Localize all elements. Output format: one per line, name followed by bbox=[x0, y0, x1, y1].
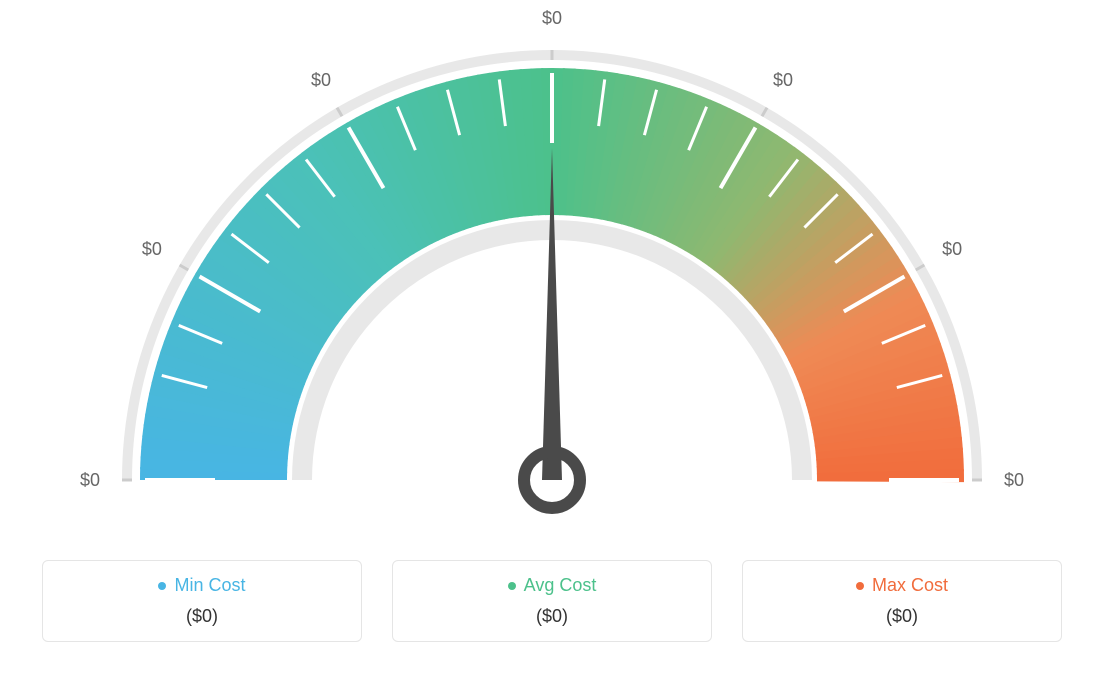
legend-dot-max bbox=[856, 582, 864, 590]
gauge-tick-label: $0 bbox=[311, 70, 331, 90]
legend-card-avg: Avg Cost ($0) bbox=[392, 560, 712, 642]
legend-card-max: Max Cost ($0) bbox=[742, 560, 1062, 642]
gauge-tick-label: $0 bbox=[773, 70, 793, 90]
legend-card-min: Min Cost ($0) bbox=[42, 560, 362, 642]
gauge-tick-label: $0 bbox=[942, 239, 962, 259]
gauge-tick-label: $0 bbox=[80, 470, 100, 490]
legend-value-min: ($0) bbox=[61, 606, 343, 627]
legend-label-avg: Avg Cost bbox=[524, 575, 597, 596]
legend-value-avg: ($0) bbox=[411, 606, 693, 627]
legend-label-max: Max Cost bbox=[872, 575, 948, 596]
gauge-tick-label: $0 bbox=[542, 8, 562, 28]
gauge-chart: $0 $0 $0 $0 $0 $0 $0 bbox=[0, 0, 1104, 560]
legend-row: Min Cost ($0) Avg Cost ($0) Max Cost ($0… bbox=[0, 560, 1104, 642]
gauge-tick-label: $0 bbox=[142, 239, 162, 259]
legend-value-max: ($0) bbox=[761, 606, 1043, 627]
legend-dot-min bbox=[158, 582, 166, 590]
gauge-svg: $0 $0 $0 $0 $0 $0 $0 bbox=[0, 0, 1104, 560]
legend-label-min: Min Cost bbox=[174, 575, 245, 596]
legend-dot-avg bbox=[508, 582, 516, 590]
gauge-tick-label: $0 bbox=[1004, 470, 1024, 490]
